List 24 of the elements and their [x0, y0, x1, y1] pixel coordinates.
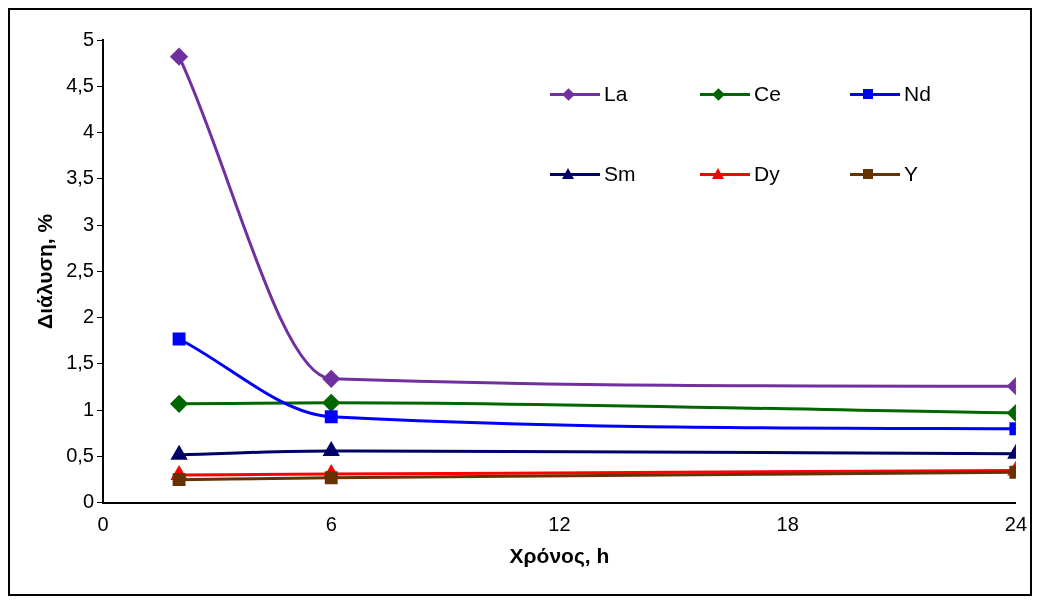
y-tick-label: 1,5	[66, 351, 94, 374]
x-axis-title: Χρόνος, h	[509, 544, 610, 569]
y-tick-label: 3,5	[66, 166, 94, 189]
y-tick-label: 1	[82, 397, 94, 420]
x-tick-label: 6	[325, 513, 337, 536]
y-tick-label: 2	[82, 305, 94, 328]
y-axis-title: Διάλυση, %	[33, 213, 57, 329]
y-tick-label: 4,5	[66, 73, 94, 96]
x-tick-label: 12	[548, 513, 571, 536]
y-tick-label: 0	[82, 490, 94, 513]
y-tick-label: 3	[82, 212, 94, 235]
legend-label: Dy	[754, 162, 780, 186]
x-tick-label: 0	[97, 513, 109, 536]
legend-label: Nd	[904, 82, 931, 106]
y-tick-label: 2,5	[66, 258, 94, 281]
legend-label: Y	[904, 162, 919, 186]
y-tick-label: 0,5	[66, 444, 94, 467]
legend-label: Ce	[754, 82, 781, 106]
legend-label: Sm	[604, 162, 636, 186]
legend-label: La	[604, 82, 628, 106]
y-tick-label: 4	[82, 120, 94, 143]
y-tick-label: 5	[82, 27, 94, 50]
x-tick-label: 24	[1004, 513, 1027, 536]
x-tick-label: 18	[776, 513, 799, 536]
